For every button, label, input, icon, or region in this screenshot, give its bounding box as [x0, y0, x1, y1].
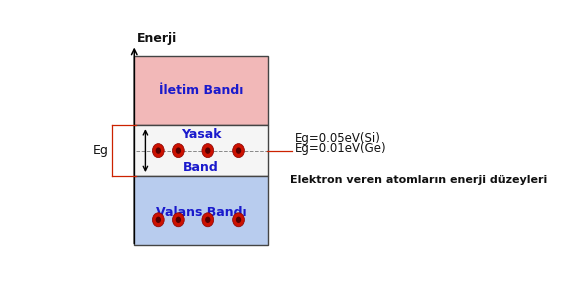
- Ellipse shape: [172, 144, 184, 158]
- Bar: [134, 56, 268, 125]
- Ellipse shape: [152, 144, 164, 158]
- Ellipse shape: [236, 147, 242, 154]
- Ellipse shape: [233, 144, 244, 158]
- Text: Valans Bandı: Valans Bandı: [156, 207, 247, 219]
- Text: Band: Band: [183, 161, 219, 174]
- Ellipse shape: [156, 147, 161, 154]
- Text: Eg=0.05eV(Si): Eg=0.05eV(Si): [295, 132, 381, 144]
- Text: Enerji: Enerji: [136, 32, 177, 45]
- Text: İletim Bandı: İletim Bandı: [159, 84, 243, 97]
- Text: Elektron veren atomların enerji düzeyleri: Elektron veren atomların enerji düzeyler…: [290, 175, 547, 185]
- Ellipse shape: [156, 217, 161, 223]
- Ellipse shape: [202, 144, 214, 158]
- Ellipse shape: [233, 213, 244, 227]
- Ellipse shape: [172, 213, 184, 227]
- Bar: [134, 125, 268, 176]
- Ellipse shape: [205, 147, 210, 154]
- Ellipse shape: [152, 213, 164, 227]
- Ellipse shape: [236, 217, 242, 223]
- Text: Yasak: Yasak: [181, 128, 221, 141]
- Ellipse shape: [205, 217, 210, 223]
- Ellipse shape: [176, 147, 181, 154]
- Ellipse shape: [176, 217, 181, 223]
- Ellipse shape: [202, 213, 214, 227]
- Text: Eg: Eg: [93, 144, 109, 157]
- Text: Eg=0.01eV(Ge): Eg=0.01eV(Ge): [295, 142, 386, 155]
- Bar: [134, 176, 268, 245]
